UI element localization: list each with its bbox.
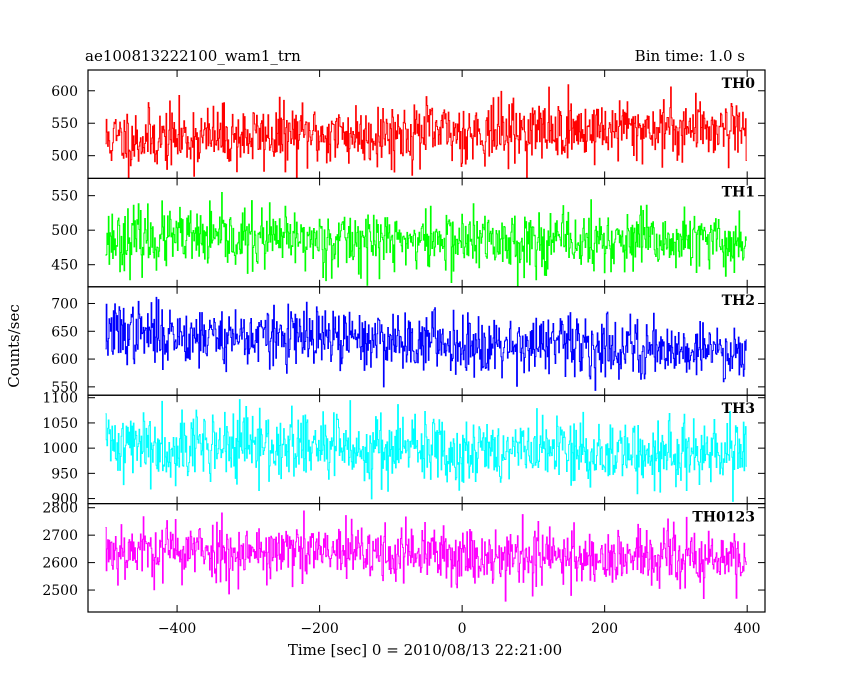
panel-th2: 550 600 650 700 TH2: [51, 286, 766, 396]
panel-label-th0123: TH0123: [692, 510, 755, 526]
series-line-th3: [105, 399, 747, 502]
y-tick-label: 700: [51, 296, 78, 312]
y-tick-label: 1000: [42, 441, 78, 457]
panel-label-th1: TH1: [722, 184, 755, 200]
panel-th0: 500 550 600 TH0: [51, 69, 766, 180]
panel-th0123: 2500 2600 2700 2800 TH0123: [42, 501, 766, 613]
panel-label-th2: TH2: [722, 293, 755, 309]
x-axis-label: Time [sec] 0 = 2010/08/13 22:21:00: [288, 641, 562, 659]
y-tick-label: 2700: [42, 528, 78, 544]
series-line-th1: [105, 192, 747, 287]
bin-time-label: Bin time: 1.0 s: [635, 47, 745, 65]
panels: 500 550 600 TH0 450 500 550 TH1 550 600 650 700 TH2 9…: [42, 69, 766, 613]
y-tick-label: 2500: [42, 583, 78, 599]
panel-th1: 450 500 550 TH1: [51, 177, 766, 288]
x-tick-label: 0: [458, 621, 467, 637]
x-tick-label: 400: [734, 621, 761, 637]
panel-th3: 900 950 1000 1050 1100 TH3: [42, 391, 766, 508]
y-tick-label: 1050: [42, 416, 78, 432]
y-tick-label: 1100: [42, 391, 78, 407]
x-tick-label: 200: [591, 621, 618, 637]
y-tick-label: 550: [51, 116, 78, 132]
panel-label-th3: TH3: [722, 401, 755, 417]
y-tick-label: 550: [51, 189, 78, 205]
y-tick-label: 600: [51, 84, 78, 100]
y-tick-label: 450: [51, 258, 78, 274]
series-line-th0: [105, 84, 747, 179]
y-tick-label: 550: [51, 380, 78, 396]
y-axis-label: Counts/sec: [5, 304, 23, 388]
series-line-th2: [105, 296, 747, 391]
y-tick-label: 2600: [42, 556, 78, 572]
panel-label-th0: TH0: [722, 76, 756, 92]
series-line-th0123: [105, 510, 747, 602]
x-tick-label: −200: [300, 621, 338, 637]
chart-title: ae100813222100_wam1_trn: [85, 47, 301, 65]
x-axis-tick-labels: −400 −200 0 200 400: [158, 621, 761, 637]
y-tick-label: 650: [51, 324, 78, 340]
y-tick-label: 950: [51, 466, 78, 482]
x-tick-label: −400: [158, 621, 196, 637]
y-tick-label: 600: [51, 352, 78, 368]
y-tick-label: 2800: [42, 501, 78, 517]
y-tick-label: 500: [51, 223, 78, 239]
y-tick-label: 500: [51, 149, 78, 165]
y-tick-label: 900: [51, 492, 78, 508]
panel-frame: [87, 503, 766, 613]
